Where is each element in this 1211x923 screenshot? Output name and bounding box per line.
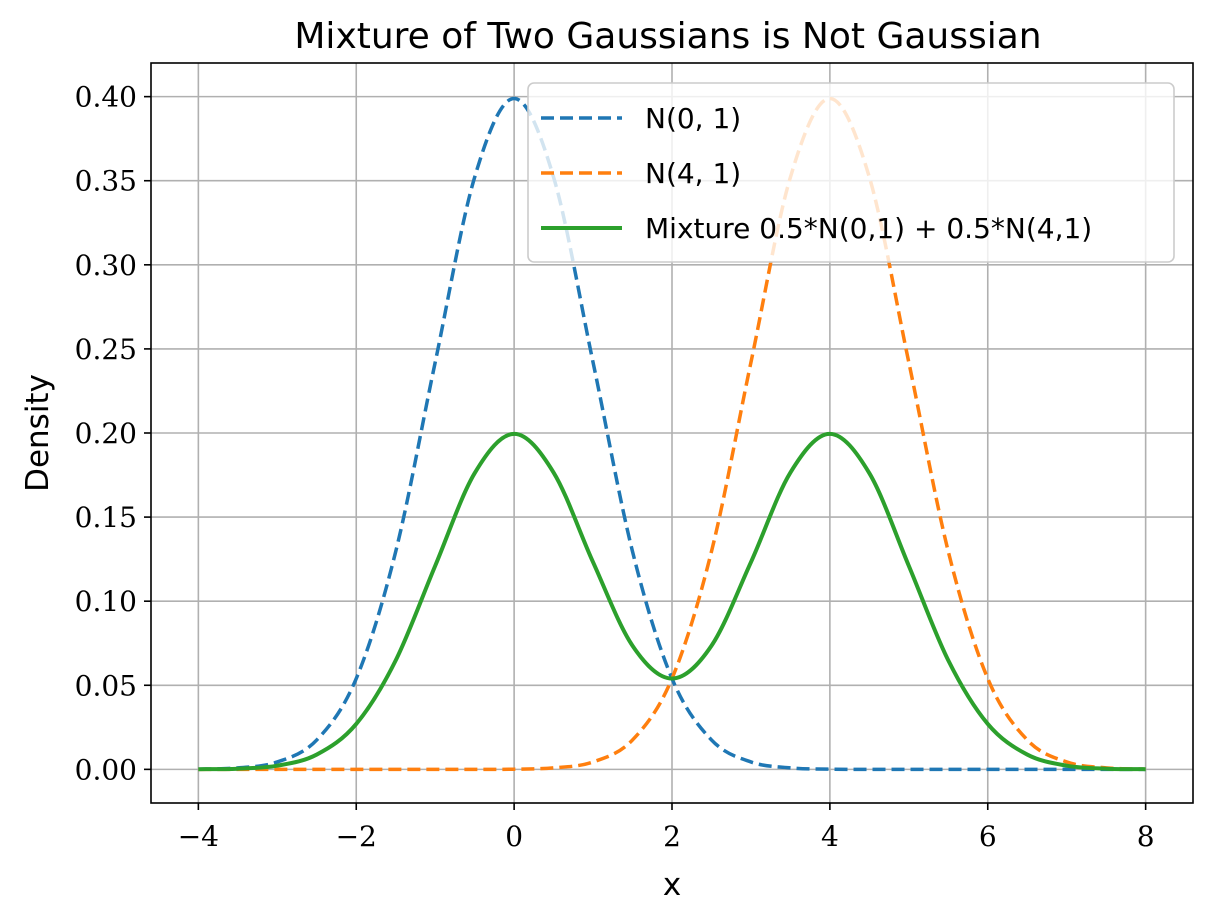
legend-label-mixture: Mixture 0.5*N(0,1) + 0.5*N(4,1) [645, 212, 1092, 245]
y-tick-label: 0.40 [75, 81, 137, 114]
y-tick-label: 0.35 [75, 165, 137, 198]
x-tick-label: −2 [336, 820, 377, 853]
x-tick-label: 8 [1137, 820, 1155, 853]
series-layer [198, 96, 1146, 772]
series-mixture-line [198, 431, 1146, 772]
y-tick-label: 0.10 [75, 585, 137, 618]
x-tick-label: 0 [505, 820, 523, 853]
x-tick-label: 2 [663, 820, 681, 853]
x-tick-label: −4 [178, 820, 219, 853]
legend: N(0, 1) N(4, 1) Mixture 0.5*N(0,1) + 0.5… [527, 82, 1175, 263]
x-tick-label: 4 [821, 820, 839, 853]
series-n01-line [198, 96, 1146, 772]
x-tick-label: 6 [979, 820, 997, 853]
y-tick-label: 0.20 [75, 417, 137, 450]
y-tick-label: 0.15 [75, 501, 137, 534]
y-tick-label: 0.30 [75, 249, 137, 282]
y-tick-label: 0.25 [75, 333, 137, 366]
x-axis-label: x [663, 867, 681, 903]
legend-label-n41: N(4, 1) [645, 157, 741, 190]
y-tick-label: 0.00 [75, 753, 137, 786]
tick-layer: −4 −2 0 2 4 6 8 0.00 0.05 0.10 0.15 0.20 0.25 0.30 0.3… [75, 81, 1155, 853]
legend-box [527, 82, 1175, 263]
chart-title: Mixture of Two Gaussians is Not Gaussian [294, 16, 1041, 57]
y-tick-label: 0.05 [75, 669, 137, 702]
y-axis-label: Density [20, 374, 56, 492]
series-n41-line [198, 96, 1146, 772]
legend-label-n01: N(0, 1) [645, 102, 741, 135]
